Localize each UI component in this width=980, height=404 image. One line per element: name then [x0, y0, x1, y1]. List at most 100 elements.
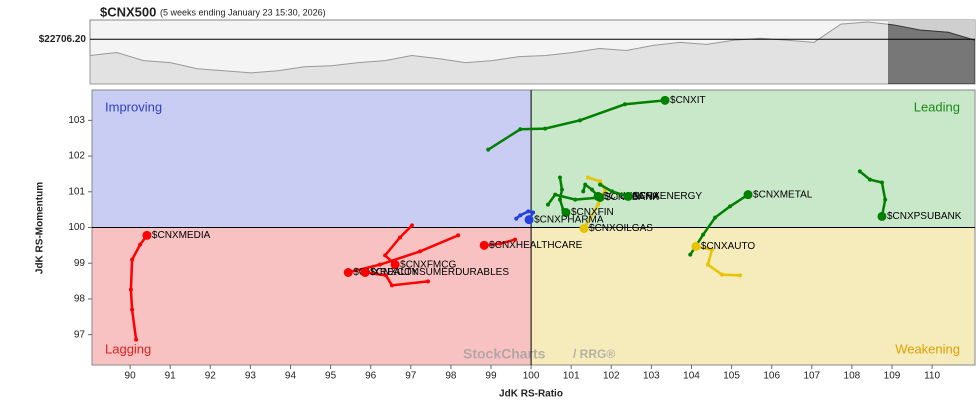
tail-line	[364, 271, 429, 287]
x-tick-label: 97	[405, 371, 417, 382]
y-tick-label: 98	[74, 294, 86, 305]
tail-point	[598, 179, 603, 184]
tail-point	[134, 337, 139, 342]
x-tick-label: 95	[325, 371, 337, 382]
tail-head	[743, 190, 753, 200]
x-axis-label: JdK RS-Ratio	[499, 389, 563, 400]
tail-point	[578, 118, 583, 123]
tail-point	[879, 180, 884, 185]
tail-head	[595, 193, 605, 202]
rrg-tail: $CNXOILGAS	[579, 175, 653, 234]
quadrant-label: Lagging	[105, 341, 151, 356]
rrg-tail: $CNXENERGY	[598, 182, 702, 202]
quadrant-label: Improving	[105, 99, 162, 114]
tail-point	[622, 102, 627, 107]
tail-point	[526, 209, 531, 214]
y-tick-label: 100	[68, 222, 85, 233]
tail-point	[486, 147, 491, 152]
tail-point	[531, 210, 536, 215]
series-label: $CNXOILGAS	[589, 223, 653, 234]
tail-head	[623, 191, 633, 201]
tail-head	[343, 268, 353, 277]
series-label: $CNXMEDIA	[152, 230, 211, 241]
series-label: $CNXFMCG	[400, 259, 456, 270]
y-tick-label: 103	[68, 115, 85, 126]
x-tick-label: 104	[683, 371, 700, 382]
tail-head	[561, 208, 571, 217]
x-tick-label: 106	[763, 371, 780, 382]
series-label: $CNXPHARMA	[534, 214, 604, 225]
tail-point	[389, 283, 394, 288]
tail-point	[377, 262, 382, 267]
quadrant	[92, 227, 532, 365]
rrg-tail: $CNXMEDIA	[128, 230, 211, 342]
tail-point	[598, 182, 603, 187]
tail-head	[691, 241, 701, 251]
tail-point	[857, 169, 862, 174]
tail-point	[557, 175, 562, 180]
watermark: / RRG®	[573, 347, 615, 361]
tail-point	[128, 287, 133, 292]
x-tick-label: 108	[844, 371, 861, 382]
tail-point	[383, 273, 388, 278]
tail-point	[418, 249, 423, 254]
series-label: $CNXFIN	[571, 207, 614, 218]
tail-head	[877, 211, 887, 221]
y-tick-label: 101	[68, 186, 85, 197]
rrg-tail: $CNXAUTO	[691, 241, 755, 278]
quadrant	[531, 227, 975, 365]
tail-point	[409, 223, 414, 228]
series-label: $CNXIT	[670, 95, 706, 106]
tail-point	[610, 189, 615, 194]
tail-point	[543, 126, 548, 131]
x-tick-label: 93	[245, 371, 257, 382]
rrg-tail: $CNXFIN	[557, 175, 614, 218]
tail-head	[524, 215, 534, 225]
tail-point	[518, 213, 523, 218]
quadrant	[92, 90, 532, 228]
tail-head	[660, 95, 670, 105]
x-tick-label: 109	[884, 371, 901, 382]
tail-head	[479, 240, 489, 250]
quadrant-label: Leading	[914, 99, 960, 114]
tail-point	[383, 253, 388, 258]
rrg-tail: $CNXHEALTHCARE	[479, 237, 583, 251]
tail-point	[397, 235, 402, 240]
quadrant-label: Weakening	[895, 341, 960, 356]
tail-point	[586, 175, 591, 180]
tail-point	[709, 247, 714, 252]
tail-point	[456, 233, 461, 238]
x-tick-label: 96	[365, 371, 377, 382]
tail-point	[498, 241, 503, 246]
rrg-tail: $CNXPSUBANK	[857, 169, 962, 222]
tail-point	[883, 197, 888, 202]
x-tick-label: 98	[445, 371, 457, 382]
series-label: $CNXMETAL	[753, 189, 813, 200]
x-tick-label: 103	[643, 371, 660, 382]
tail-point	[867, 177, 872, 182]
chart-subtitle: (5 weeks ending January 23 15:30, 2026)	[160, 7, 326, 17]
tail-point	[130, 307, 135, 312]
series-label: $CNXHEALTHCARE	[489, 240, 582, 251]
tail-point	[573, 197, 578, 202]
tail-point	[545, 202, 550, 207]
x-tick-label: 107	[803, 371, 820, 382]
rrg-tail: $CNXPHARMA	[514, 209, 604, 225]
tail-point	[583, 182, 588, 187]
tail-point	[713, 215, 718, 220]
x-tick-label: 100	[523, 371, 540, 382]
y-tick-label: 97	[74, 329, 86, 340]
tail-point	[513, 237, 518, 242]
tail-point	[559, 187, 564, 192]
x-tick-label: 94	[285, 371, 297, 382]
tail-point	[518, 127, 523, 132]
watermark: StockCharts	[463, 346, 546, 362]
tail-head	[142, 230, 152, 240]
series-label: $CNXENERGY	[633, 191, 702, 202]
tail-point	[130, 257, 135, 262]
tail-point	[581, 189, 586, 194]
tail-head	[360, 268, 370, 277]
x-tick-label: 99	[485, 371, 497, 382]
rrg-tail: $CNXMETAL	[688, 189, 813, 257]
